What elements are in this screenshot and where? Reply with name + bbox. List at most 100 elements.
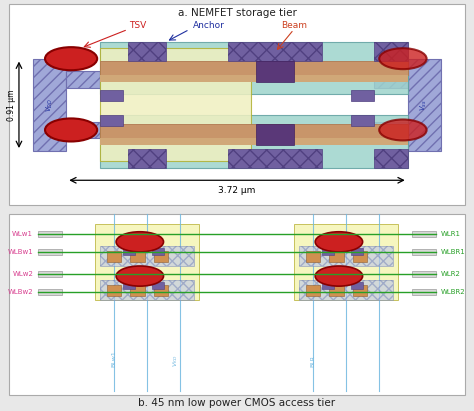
Bar <box>66 122 100 139</box>
Bar <box>256 61 294 82</box>
Bar <box>374 122 408 139</box>
Bar <box>412 271 436 277</box>
Bar <box>66 71 100 88</box>
Bar <box>374 71 408 88</box>
Bar <box>130 251 145 262</box>
Bar <box>38 271 62 277</box>
Text: Anchor: Anchor <box>192 21 225 30</box>
Bar <box>322 282 334 289</box>
Bar <box>107 251 121 262</box>
Bar <box>154 251 168 262</box>
Bar <box>299 280 393 300</box>
Bar <box>100 61 408 76</box>
Bar <box>123 282 135 289</box>
Bar <box>154 285 168 296</box>
Circle shape <box>116 232 164 252</box>
Bar <box>351 115 374 126</box>
Bar <box>408 59 441 151</box>
Bar <box>299 246 393 266</box>
Bar <box>123 248 135 255</box>
Bar <box>306 251 320 262</box>
Bar <box>33 59 66 151</box>
Bar <box>100 246 194 266</box>
Bar <box>38 289 62 295</box>
Bar <box>107 285 121 296</box>
Bar <box>294 224 398 300</box>
Bar <box>408 59 441 151</box>
Bar <box>100 76 408 82</box>
Circle shape <box>379 48 427 69</box>
Bar <box>374 122 408 139</box>
Circle shape <box>379 120 427 141</box>
Text: WLw2: WLw2 <box>12 271 33 277</box>
Bar <box>306 285 320 296</box>
Bar <box>412 249 436 255</box>
Text: WLBw2: WLBw2 <box>8 289 33 295</box>
Text: WLBw1: WLBw1 <box>8 249 33 255</box>
Text: a. NEMFET storage tier: a. NEMFET storage tier <box>178 7 296 18</box>
Text: BLw1: BLw1 <box>111 350 116 367</box>
Bar <box>128 149 166 168</box>
Bar <box>38 249 62 255</box>
Bar <box>374 71 408 88</box>
Bar <box>152 248 164 255</box>
Bar <box>100 90 123 101</box>
Bar <box>100 42 408 94</box>
Bar <box>128 42 166 61</box>
Text: WLBR2: WLBR2 <box>441 289 465 295</box>
Bar <box>351 90 374 101</box>
Circle shape <box>45 47 97 70</box>
Circle shape <box>116 266 164 286</box>
Circle shape <box>315 232 363 252</box>
Bar <box>66 122 100 139</box>
Text: WLR2: WLR2 <box>441 271 461 277</box>
Bar <box>38 231 62 237</box>
Bar <box>100 124 408 139</box>
Bar <box>228 42 322 61</box>
Text: $V_{ss}$: $V_{ss}$ <box>419 99 429 111</box>
Bar <box>130 285 145 296</box>
Bar <box>329 285 344 296</box>
Bar <box>100 280 194 300</box>
Bar <box>33 59 66 151</box>
Text: WLBR1: WLBR1 <box>441 249 465 255</box>
Bar <box>100 280 194 300</box>
Bar <box>66 71 100 88</box>
Text: $V_{KD}$: $V_{KD}$ <box>171 354 180 367</box>
Bar <box>95 224 199 300</box>
Bar <box>100 115 408 168</box>
Text: WLw1: WLw1 <box>12 231 33 237</box>
Bar <box>128 149 166 168</box>
Text: 3.72 μm: 3.72 μm <box>219 186 255 195</box>
Text: b. 45 nm low power CMOS access tier: b. 45 nm low power CMOS access tier <box>138 398 336 408</box>
Bar <box>100 246 194 266</box>
Bar <box>152 282 164 289</box>
Bar <box>374 149 408 168</box>
Bar <box>228 149 322 168</box>
Bar <box>299 246 393 266</box>
Bar <box>374 42 408 61</box>
Text: BLR: BLR <box>310 355 315 367</box>
Text: 0.91 μm: 0.91 μm <box>8 89 16 120</box>
Bar <box>353 251 367 262</box>
Bar <box>128 42 166 61</box>
Text: $V_{DD}$: $V_{DD}$ <box>45 98 55 112</box>
Bar <box>322 248 334 255</box>
Bar <box>256 124 294 145</box>
Bar <box>374 149 408 168</box>
Bar <box>228 149 322 168</box>
Bar <box>329 251 344 262</box>
Bar <box>351 248 363 255</box>
Bar <box>412 289 436 295</box>
Bar <box>299 280 393 300</box>
Bar <box>100 139 408 145</box>
Bar <box>100 48 251 162</box>
Bar <box>412 231 436 237</box>
Bar <box>374 42 408 61</box>
Circle shape <box>45 118 97 141</box>
Text: TSV: TSV <box>129 21 146 30</box>
Bar <box>100 115 123 126</box>
Bar <box>351 282 363 289</box>
Bar <box>228 42 322 61</box>
Text: WLR1: WLR1 <box>441 231 461 237</box>
